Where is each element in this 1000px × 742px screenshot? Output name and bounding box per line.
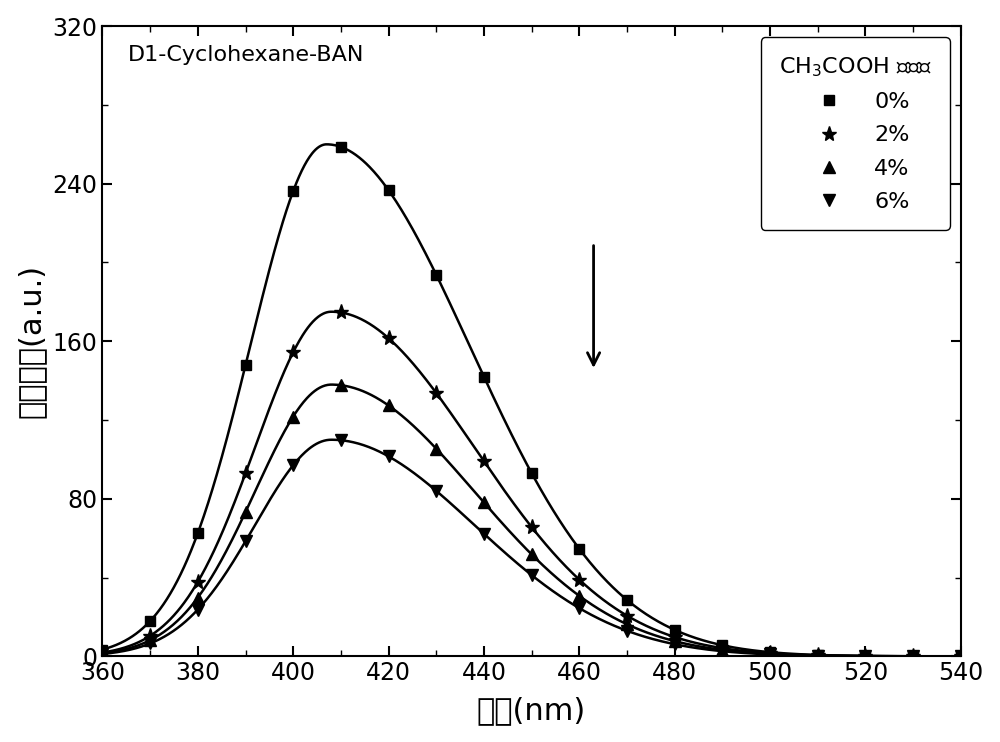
- 6%: [573, 604, 585, 613]
- 2%: [287, 348, 299, 357]
- 2%: [764, 649, 776, 657]
- 2%: [621, 611, 633, 620]
- 6%: [478, 529, 490, 538]
- 6%: [764, 650, 776, 659]
- 0%: [859, 651, 871, 660]
- 4%: [335, 381, 347, 390]
- 6%: [812, 651, 824, 660]
- 6%: [955, 652, 967, 661]
- 4%: [907, 651, 919, 660]
- 4%: [716, 646, 728, 654]
- 2%: [573, 575, 585, 584]
- 0%: [526, 469, 538, 478]
- 0%: [716, 641, 728, 650]
- 0%: [335, 142, 347, 151]
- 0%: [764, 648, 776, 657]
- 6%: [716, 647, 728, 656]
- 0%: [907, 651, 919, 660]
- 6%: [907, 652, 919, 661]
- 2%: [478, 457, 490, 466]
- 6%: [144, 639, 156, 648]
- 0%: [192, 528, 204, 537]
- 2%: [96, 648, 108, 657]
- 6%: [621, 626, 633, 635]
- 6%: [526, 571, 538, 580]
- 4%: [859, 651, 871, 660]
- 0%: [621, 596, 633, 605]
- 0%: [383, 186, 395, 194]
- X-axis label: 波长(nm): 波长(nm): [477, 696, 586, 726]
- Line: 2%: 2%: [95, 305, 968, 664]
- 0%: [144, 617, 156, 626]
- 2%: [240, 469, 252, 478]
- 2%: [430, 389, 442, 398]
- 2%: [955, 652, 967, 661]
- 0%: [812, 651, 824, 660]
- 2%: [335, 308, 347, 317]
- 6%: [859, 651, 871, 660]
- Line: 6%: 6%: [97, 435, 966, 662]
- 0%: [240, 361, 252, 370]
- 4%: [621, 620, 633, 628]
- 0%: [96, 645, 108, 654]
- 4%: [955, 652, 967, 661]
- Y-axis label: 荧光强度(a.u.): 荧光强度(a.u.): [17, 264, 46, 418]
- 4%: [764, 649, 776, 658]
- 0%: [955, 652, 967, 661]
- 2%: [812, 651, 824, 660]
- 2%: [192, 577, 204, 586]
- 6%: [430, 486, 442, 495]
- 4%: [240, 508, 252, 516]
- 0%: [478, 372, 490, 381]
- 0%: [573, 545, 585, 554]
- 2%: [144, 631, 156, 640]
- 2%: [907, 651, 919, 660]
- 2%: [859, 651, 871, 660]
- 0%: [430, 270, 442, 279]
- 4%: [96, 649, 108, 658]
- 4%: [430, 444, 442, 453]
- 6%: [96, 649, 108, 658]
- 4%: [478, 498, 490, 507]
- Line: 0%: 0%: [98, 142, 966, 661]
- 0%: [669, 626, 681, 634]
- 4%: [573, 591, 585, 600]
- 2%: [383, 334, 395, 343]
- 6%: [335, 436, 347, 444]
- Legend: 0%, 2%, 4%, 6%: 0%, 2%, 4%, 6%: [761, 37, 950, 230]
- 2%: [669, 633, 681, 642]
- 6%: [669, 640, 681, 649]
- 4%: [669, 637, 681, 646]
- 6%: [192, 605, 204, 614]
- 0%: [287, 186, 299, 195]
- 2%: [716, 644, 728, 653]
- 4%: [192, 593, 204, 602]
- 2%: [526, 522, 538, 531]
- Text: D1-Cyclohexane-BAN: D1-Cyclohexane-BAN: [128, 45, 365, 65]
- 6%: [383, 452, 395, 461]
- 4%: [383, 401, 395, 410]
- Line: 4%: 4%: [97, 380, 966, 662]
- 4%: [287, 412, 299, 421]
- 4%: [526, 550, 538, 559]
- 6%: [287, 461, 299, 470]
- 4%: [812, 651, 824, 660]
- 6%: [240, 537, 252, 546]
- 4%: [144, 636, 156, 645]
